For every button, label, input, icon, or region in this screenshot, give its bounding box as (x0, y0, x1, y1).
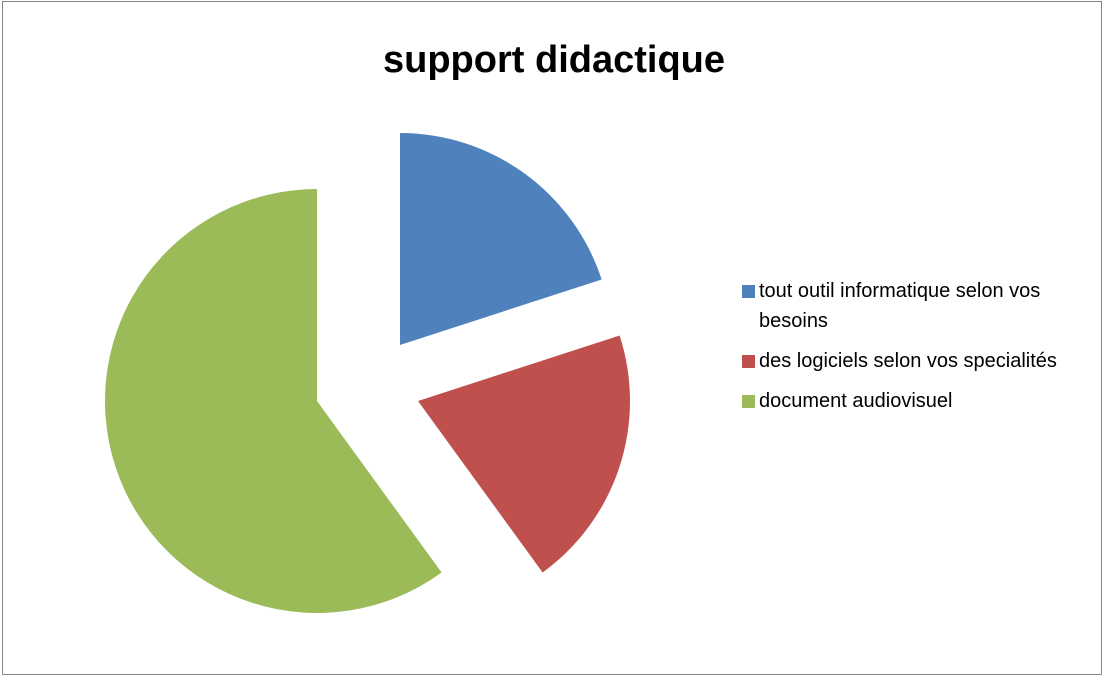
legend-swatch (742, 395, 755, 408)
legend-label: tout outil informatique selon vos besoin… (759, 280, 1041, 332)
legend-item: document audiovisuel (742, 386, 1092, 416)
legend-label: document audiovisuel (759, 390, 953, 412)
pie-slice (400, 133, 602, 345)
chart-title: support didactique (383, 39, 725, 81)
legend-item: tout outil informatique selon vos besoin… (742, 276, 1092, 336)
pie-slices (105, 133, 630, 613)
pie-slice (418, 335, 630, 573)
legend-swatch (742, 285, 755, 298)
legend-item: des logiciels selon vos specialités (742, 346, 1092, 376)
legend-swatch (742, 355, 755, 368)
legend-label: des logiciels selon vos specialités (759, 350, 1057, 372)
pie-slice (105, 189, 442, 613)
chart-legend: tout outil informatique selon vos besoin… (742, 276, 1092, 426)
